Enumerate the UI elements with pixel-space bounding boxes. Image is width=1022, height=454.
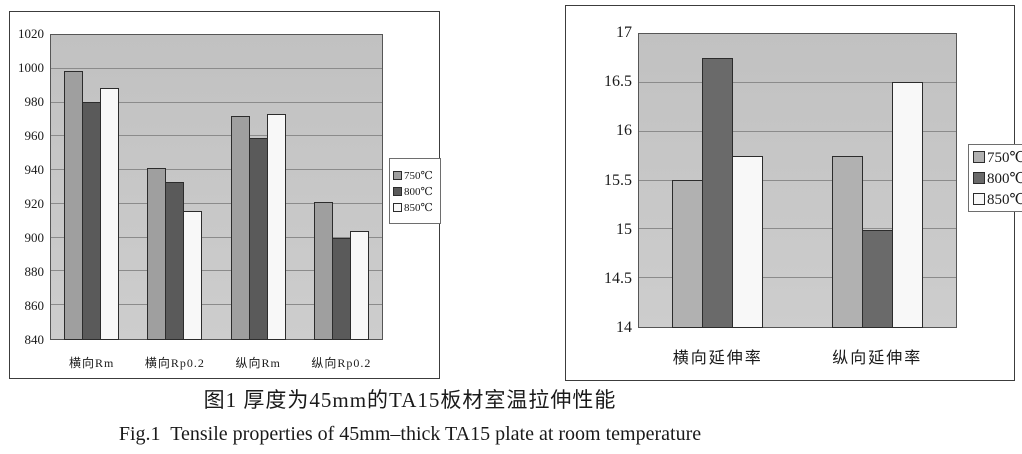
bar-750℃-纵向Rm <box>230 116 250 340</box>
y-tick-label: 980 <box>24 94 45 109</box>
category-group <box>638 33 798 328</box>
gridline <box>51 67 382 69</box>
x-category-label: 纵向Rm <box>235 356 281 370</box>
bar-850℃-纵向Rm <box>266 114 286 340</box>
legend: 750℃ 800℃ 850℃ <box>968 144 1022 212</box>
category-group <box>133 34 216 340</box>
y-tick-label: 960 <box>24 128 45 143</box>
bar-850℃-横向Rm <box>100 88 120 340</box>
legend-swatch-750℃ <box>393 170 402 180</box>
gridline <box>51 101 382 103</box>
figure-caption-zh: 图1 厚度为45mm的TA15板材室温拉伸性能 <box>203 388 617 412</box>
y-tick-label: 15.5 <box>604 171 632 189</box>
y-tick-label: 920 <box>24 196 45 211</box>
legend-item: 850℃ <box>393 201 439 214</box>
legend-label: 800℃ <box>987 170 1022 187</box>
bar-850℃-横向Rp0.2 <box>183 211 203 340</box>
gridline <box>51 270 382 272</box>
y-tick-label: 14.5 <box>604 269 632 287</box>
legend: 750℃ 800℃ 850℃ <box>389 158 441 224</box>
legend-swatch-800℃ <box>973 172 985 184</box>
legend-label: 750℃ <box>404 169 433 182</box>
y-tick-label: 16 <box>616 122 632 140</box>
y-tick-label: 16.5 <box>604 73 632 91</box>
legend-swatch-750℃ <box>973 151 985 163</box>
gridline <box>639 130 956 132</box>
category-group <box>217 34 300 340</box>
gridline <box>51 304 382 306</box>
figure-caption-en: Fig.1 Tensile properties of 45mm–thick T… <box>118 423 702 445</box>
legend-swatch-850℃ <box>973 193 985 205</box>
y-tick-label: 17 <box>616 24 632 41</box>
gridline <box>639 81 956 83</box>
bar-750℃-横向延伸率 <box>672 180 704 328</box>
bar-850℃-横向延伸率 <box>732 156 764 328</box>
bar-800℃-纵向Rp0.2 <box>331 238 351 340</box>
gridline <box>51 202 382 204</box>
bar-800℃-横向Rp0.2 <box>165 182 185 340</box>
legend-label: 850℃ <box>404 201 433 214</box>
bar-750℃-纵向延伸率 <box>831 156 863 328</box>
gridline <box>51 236 382 238</box>
x-category-label: 横向延伸率 <box>672 350 763 367</box>
x-category-label: 横向Rm <box>68 356 115 370</box>
chart-elongation: 750℃ 800℃ 850℃ 14 14.5 15 15.5 16 16.5 17 横向延伸率 纵向… <box>565 5 1022 381</box>
figure-captions: 图1 厚度为45mm的TA15板材室温拉伸性能 Fig.1 Tensile pr… <box>0 384 820 446</box>
y-tick-label: 900 <box>24 230 45 245</box>
bar-groups <box>50 34 383 340</box>
bar-750℃-横向Rm <box>64 71 84 340</box>
legend-item: 800℃ <box>973 169 1022 188</box>
legend-item: 750℃ <box>393 169 439 182</box>
gridline <box>51 169 382 171</box>
y-tick-label: 840 <box>24 332 45 347</box>
bar-750℃-横向Rp0.2 <box>147 168 167 340</box>
legend-label: 800℃ <box>404 185 433 198</box>
gridline <box>639 277 956 279</box>
y-tick-label: 1020 <box>18 26 44 41</box>
bar-800℃-横向延伸率 <box>702 58 734 328</box>
bar-groups <box>638 33 957 328</box>
bar-850℃-纵向Rp0.2 <box>349 231 369 340</box>
y-tick-label: 940 <box>24 162 45 177</box>
gridline <box>51 135 382 137</box>
category-group <box>798 33 958 328</box>
bar-800℃-横向Rm <box>82 102 102 340</box>
legend-label: 850℃ <box>987 191 1022 208</box>
y-tick-label: 860 <box>24 298 45 313</box>
bar-850℃-纵向延伸率 <box>891 82 923 328</box>
gridline <box>639 228 956 230</box>
legend-item: 750℃ <box>973 148 1022 167</box>
bar-800℃-纵向Rm <box>248 138 268 340</box>
y-tick-label: 15 <box>616 220 632 238</box>
legend-swatch-850℃ <box>393 202 402 212</box>
y-tick-label: 14 <box>616 319 632 336</box>
legend-label: 750℃ <box>987 149 1022 166</box>
chart-tensile-strength: 750℃ 800℃ 850℃ 840 860 880 900 920 940 960 980 100… <box>9 11 441 379</box>
category-group <box>50 34 133 340</box>
y-tick-label: 1000 <box>18 60 44 75</box>
legend-swatch-800℃ <box>393 186 402 196</box>
y-tick-label: 880 <box>24 264 45 279</box>
legend-item: 850℃ <box>973 190 1022 209</box>
x-category-label: 纵向延伸率 <box>832 350 923 367</box>
x-category-label: 纵向Rp0.2 <box>311 356 372 370</box>
gridline <box>639 179 956 181</box>
bar-800℃-纵向延伸率 <box>861 230 893 328</box>
x-category-label: 横向Rp0.2 <box>144 356 205 370</box>
bar-750℃-纵向Rp0.2 <box>313 202 333 340</box>
legend-item: 800℃ <box>393 185 439 198</box>
category-group <box>300 34 383 340</box>
